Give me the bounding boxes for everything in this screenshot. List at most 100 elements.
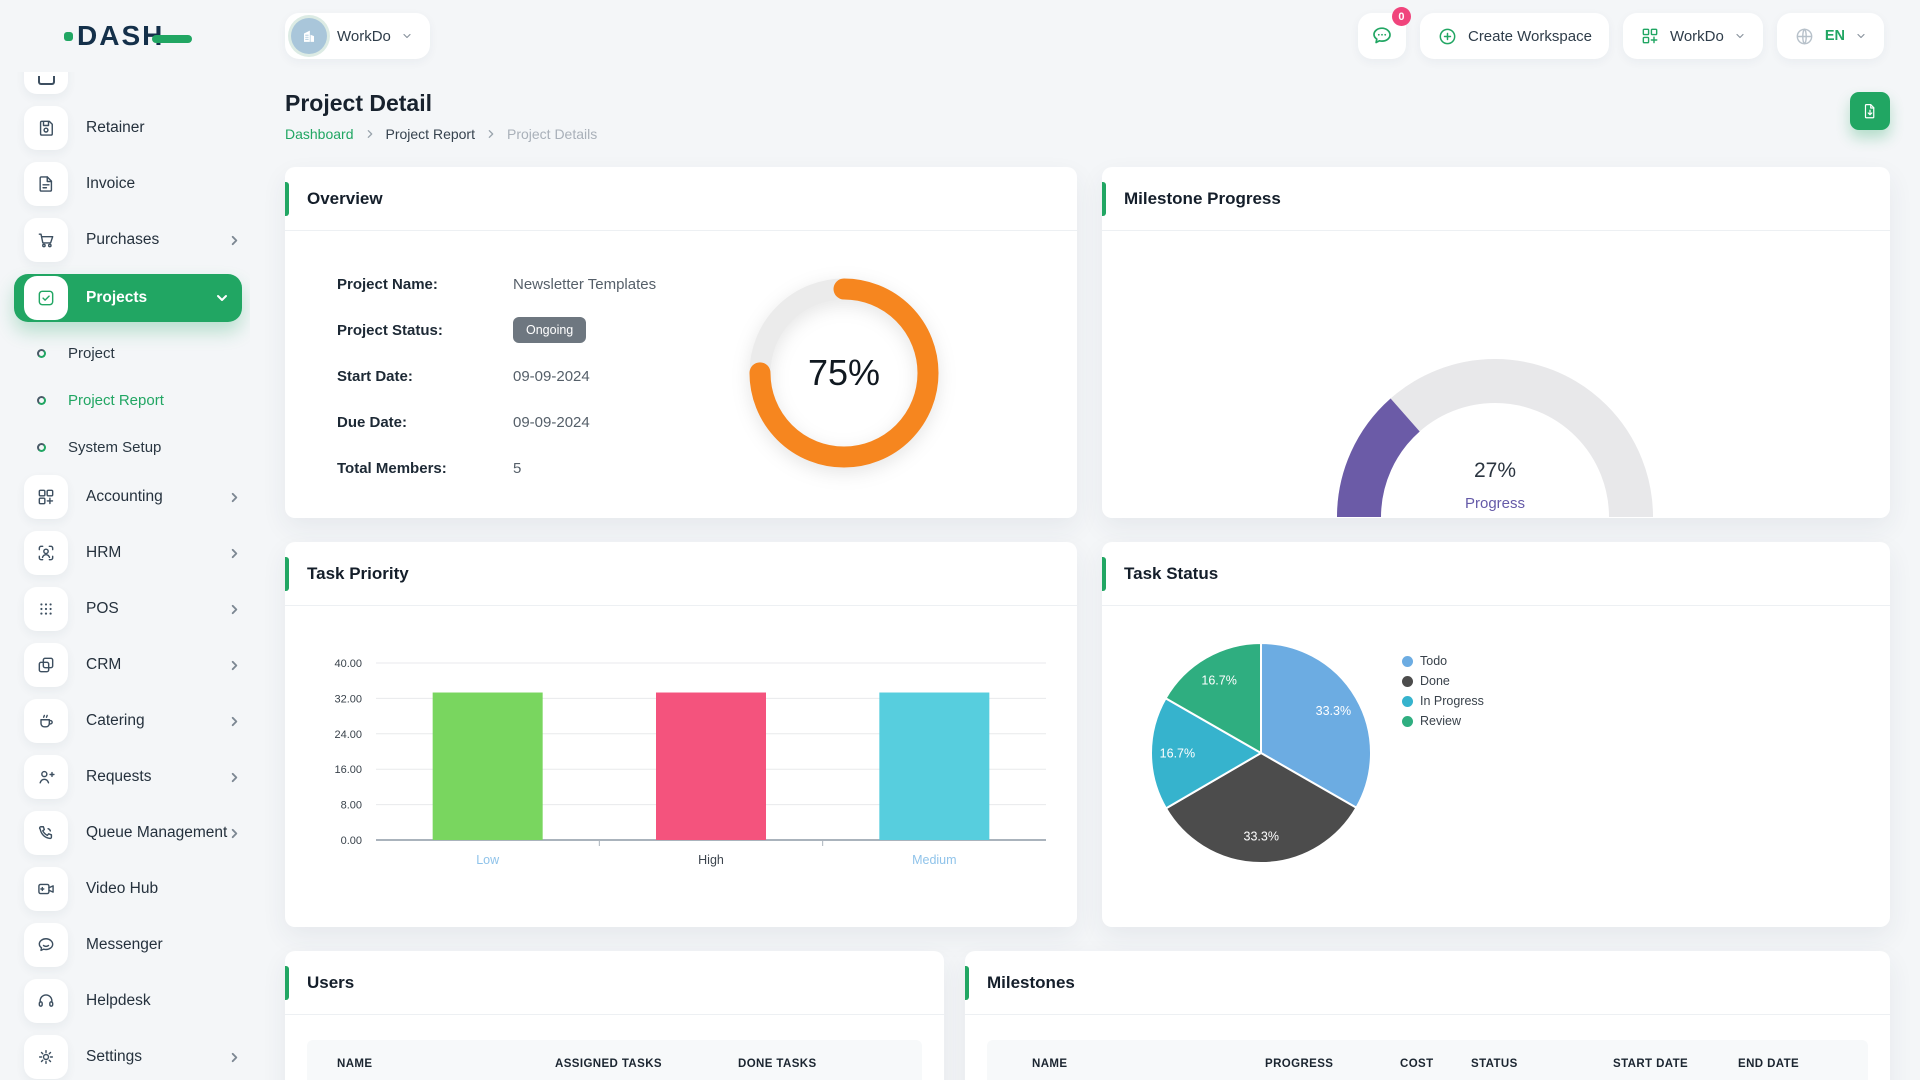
legend-dot-icon <box>1402 675 1413 687</box>
sidebar-subitem-project[interactable]: Project <box>37 334 250 372</box>
sidebar-item-label: Projects <box>86 289 148 306</box>
invoice-icon <box>24 162 68 206</box>
field-value: 09-09-2024 <box>513 413 590 431</box>
overview-card: Overview Project Name: Newsletter Templa… <box>285 167 1077 518</box>
legend-item: In Progress <box>1402 694 1484 708</box>
sidebar-item-label: Messenger <box>86 936 163 953</box>
legend-label: Todo <box>1420 654 1448 668</box>
chevron-right-icon <box>229 716 240 727</box>
sidebar-item-requests[interactable]: Requests <box>24 755 240 799</box>
create-workspace-label: Create Workspace <box>1467 27 1592 45</box>
chevron-right-icon <box>229 604 240 615</box>
chevron-down-icon <box>1734 30 1746 42</box>
sidebar-item-crm[interactable]: CRM <box>24 643 240 687</box>
milestone-card-title: Milestone Progress <box>1102 167 1890 231</box>
completion-percent: 75% <box>807 352 881 393</box>
sidebar-item-helpdesk[interactable]: Helpdesk <box>24 979 240 1023</box>
legend-item: Done <box>1402 674 1484 688</box>
messages-button[interactable]: 0 <box>1357 7 1411 59</box>
ring-bullet-icon <box>37 395 46 405</box>
svg-text:8.00: 8.00 <box>341 800 362 812</box>
svg-text:16.7%: 16.7% <box>1160 746 1195 760</box>
notification-badge: 0 <box>1391 7 1411 26</box>
plus-circle-icon <box>1439 28 1456 44</box>
main-content: Project Detail Dashboard Project Report … <box>250 72 1920 1080</box>
svg-text:33.3%: 33.3% <box>1316 704 1351 718</box>
ring-bullet-icon <box>37 442 46 452</box>
sidebar-subitem-label: System Setup <box>68 438 162 456</box>
phone-icon <box>24 811 68 855</box>
field-value: 5 <box>513 459 522 477</box>
app-switcher-button[interactable]: WorkDo <box>1622 13 1763 59</box>
breadcrumb-project-report[interactable]: Project Report <box>385 126 475 142</box>
legend-dot-icon <box>1402 655 1413 667</box>
task-status-body: 33.3% 33.3% 16.7% 16.7% Todo Done In Progress… <box>1102 606 1890 927</box>
sidebar-item-pos[interactable]: POS <box>24 587 240 631</box>
legend-label: Review <box>1420 714 1461 728</box>
svg-text:Low: Low <box>476 853 500 867</box>
breadcrumb: Dashboard Project Report Project Details <box>285 126 597 142</box>
sidebar-item-purchases[interactable]: Purchases <box>24 218 240 262</box>
column-header: END DATE <box>1738 1058 1800 1070</box>
workspace-switcher[interactable]: WorkDo <box>285 13 430 59</box>
svg-text:32.00: 32.00 <box>334 693 362 705</box>
svg-text:24.00: 24.00 <box>334 729 362 741</box>
overlap-squares-icon <box>24 643 68 687</box>
sidebar-item-retainer[interactable]: Retainer <box>24 106 240 150</box>
person-plus-icon <box>24 755 68 799</box>
export-report-button[interactable] <box>1850 92 1890 130</box>
column-header: DONE TASKS <box>738 1058 817 1070</box>
grid-plus-icon <box>24 475 68 519</box>
create-workspace-button[interactable]: Create Workspace <box>1419 13 1609 59</box>
legend-dot-icon <box>1402 695 1413 707</box>
sidebar-subitem-project-report[interactable]: Project Report <box>37 381 250 419</box>
logo-text: DASH <box>77 20 165 51</box>
workspace-name: WorkDo <box>337 27 391 45</box>
sidebar-item-label: Purchases <box>86 231 160 248</box>
sidebar-item-projects[interactable]: Projects <box>14 274 242 322</box>
breadcrumb-dashboard[interactable]: Dashboard <box>285 126 354 142</box>
video-camera-icon <box>24 867 68 911</box>
breadcrumb-current: Project Details <box>506 126 598 142</box>
svg-text:16.00: 16.00 <box>334 764 362 776</box>
legend-label: In Progress <box>1420 694 1484 708</box>
chat-bubble-icon <box>24 923 68 967</box>
floppy-icon <box>24 106 68 150</box>
sidebar-item-label: Retainer <box>86 119 145 136</box>
file-download-icon <box>1864 104 1875 119</box>
chat-bubble-icon <box>1373 27 1391 44</box>
sidebar-item-video-hub[interactable]: Video Hub <box>24 867 240 911</box>
task-priority-body: 0.00 8.00 16.00 24.00 32.00 40.00 Low High Mediu… <box>285 606 1077 906</box>
svg-text:0.00: 0.00 <box>341 835 362 847</box>
sidebar-item-catering[interactable]: Catering <box>24 699 240 743</box>
sidebar-item-settings[interactable]: Settings <box>24 1035 240 1079</box>
sidebar-item-messenger[interactable]: Messenger <box>24 923 240 967</box>
column-header: START DATE <box>1613 1058 1689 1070</box>
overview-card-body: Project Name: Newsletter Templates Proje… <box>285 231 1077 491</box>
field-project-status: Project Status: Ongoing <box>337 307 1077 353</box>
headset-icon <box>24 979 68 1023</box>
field-total-members: Total Members: 5 <box>337 445 1077 491</box>
status-badge: Ongoing <box>513 317 587 343</box>
field-label: Due Date: <box>337 413 408 431</box>
language-selector[interactable]: EN <box>1776 13 1884 59</box>
header-actions: 0 Create Workspace WorkDo <box>1357 7 1884 59</box>
svg-text:40.00: 40.00 <box>334 658 362 670</box>
field-label: Start Date: <box>337 367 413 385</box>
svg-text:16.7%: 16.7% <box>1201 674 1236 688</box>
chevron-right-icon <box>229 235 240 246</box>
logo-dot-icon <box>64 31 73 41</box>
sidebar-item-label: POS <box>86 600 119 617</box>
legend-item: Review <box>1402 714 1484 728</box>
sidebar-subitem-system-setup[interactable]: System Setup <box>37 428 250 466</box>
workspace-avatar <box>291 18 327 54</box>
sidebar-item-accounting[interactable]: Accounting <box>24 475 240 519</box>
sidebar-item-invoice[interactable]: Invoice <box>24 162 240 206</box>
person-frame-icon <box>24 531 68 575</box>
app-logo[interactable]: DASH <box>64 20 193 52</box>
chevron-right-icon <box>229 772 240 783</box>
sidebar-item-hrm[interactable]: HRM <box>24 531 240 575</box>
pie-legend: Todo Done In Progress Review <box>1402 654 1484 728</box>
sidebar-item-queue-management[interactable]: Queue Management <box>24 811 240 855</box>
chevron-down-icon <box>401 30 413 42</box>
